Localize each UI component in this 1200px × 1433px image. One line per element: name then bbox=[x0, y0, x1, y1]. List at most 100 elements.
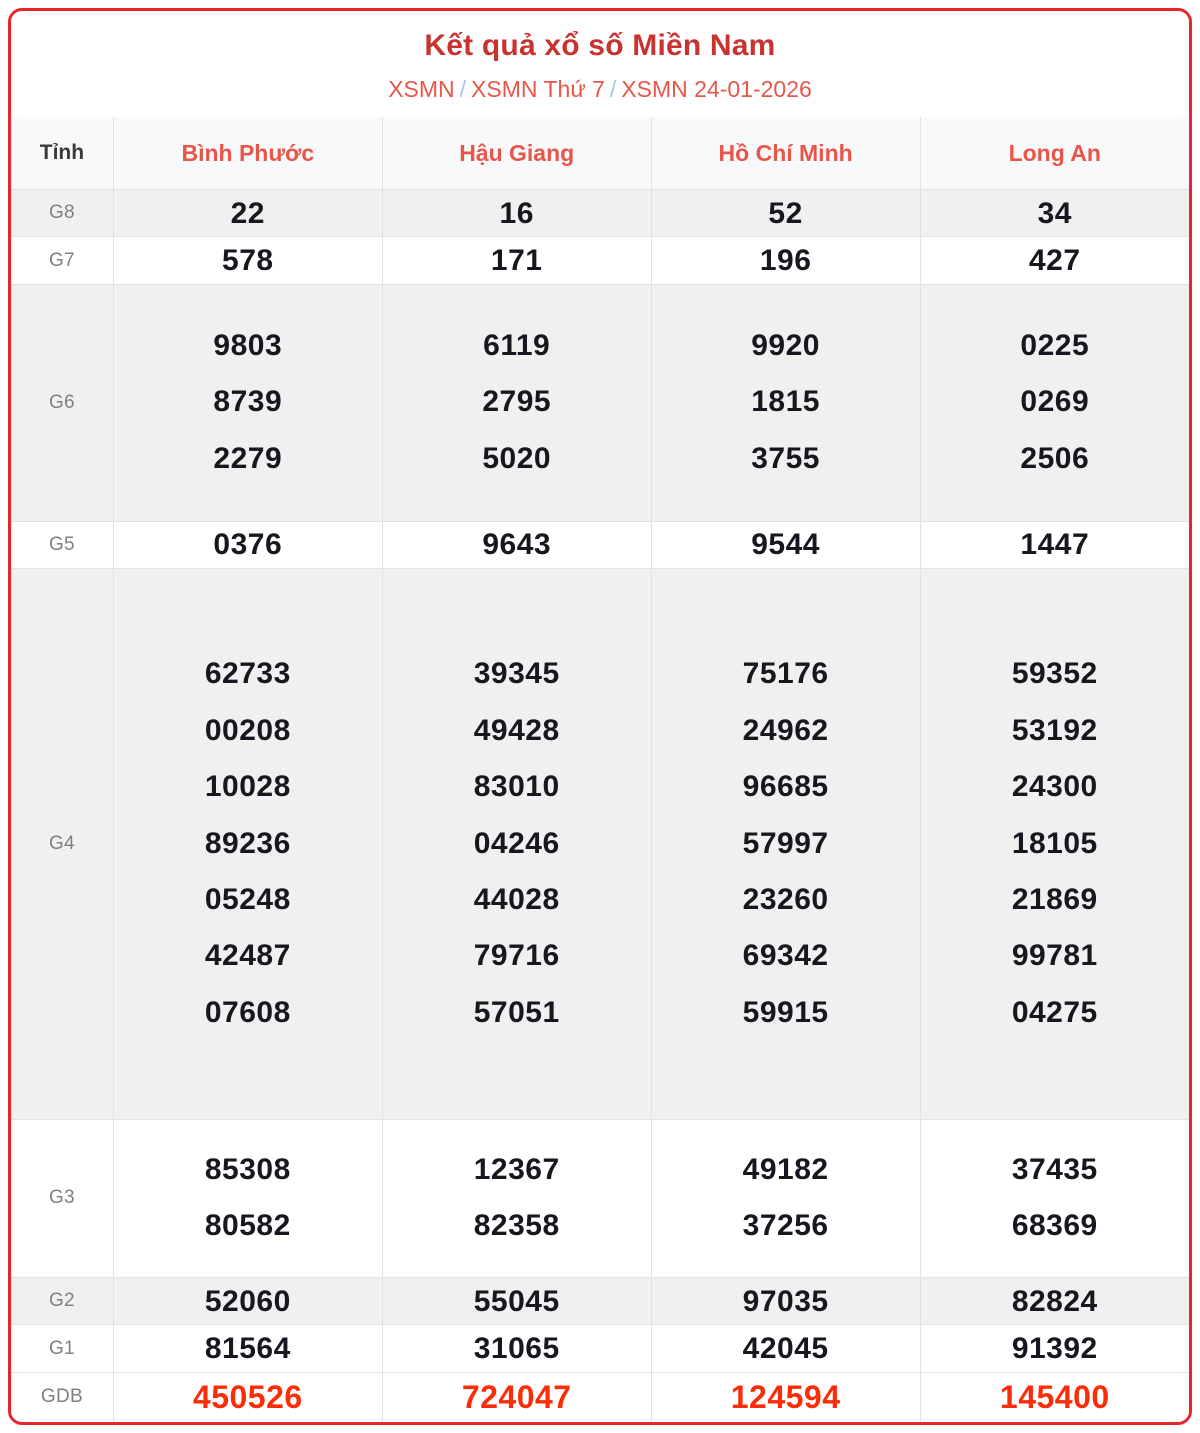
result-cell: 22 bbox=[112, 189, 383, 237]
result-number: 91392 bbox=[1011, 1332, 1098, 1366]
result-cell: 31065 bbox=[381, 1324, 652, 1373]
result-number: 12367 bbox=[473, 1153, 560, 1187]
result-cell: 62733 00208 10028 89236 05248 42487 07608 bbox=[112, 567, 383, 1120]
result-number: 2795 bbox=[482, 385, 552, 419]
table-row: GDB 450526 724047 124594 145400 bbox=[11, 1371, 1189, 1422]
result-cell: 59352 53192 24300 18105 21869 99781 04275 bbox=[919, 567, 1189, 1120]
result-number: 18105 bbox=[1011, 826, 1098, 860]
table-row: G3 85308 80582 12367 82358 49182 37256 37435 683… bbox=[11, 1118, 1189, 1278]
result-number: 83010 bbox=[473, 770, 560, 804]
result-number: 04246 bbox=[473, 826, 560, 860]
breadcrumb-separator: / bbox=[609, 75, 617, 102]
table-row: G6 9803 8739 2279 6119 2795 5020 9920 1815 3755 02… bbox=[11, 283, 1189, 522]
result-cell: 39345 49428 83010 04246 44028 79716 57051 bbox=[381, 567, 652, 1120]
result-cell: 578 bbox=[112, 236, 383, 285]
result-number: 59352 bbox=[1011, 657, 1098, 691]
result-cell: 0225 0269 2506 bbox=[919, 283, 1189, 522]
table-row: G5 0376 9643 9544 1447 bbox=[11, 520, 1189, 569]
result-number: 96685 bbox=[742, 770, 829, 804]
result-number: 427 bbox=[1029, 244, 1081, 278]
result-cell: 37435 68369 bbox=[919, 1118, 1189, 1278]
table-body: G8 22 16 52 34 G7 578 171 196 427 G6 9803 8739 2279 61… bbox=[11, 189, 1189, 1422]
result-number: 5020 bbox=[482, 441, 552, 475]
result-number: 62733 bbox=[204, 657, 291, 691]
result-cell: 9544 bbox=[650, 520, 921, 569]
result-number: 9643 bbox=[482, 528, 552, 562]
result-number: 82358 bbox=[473, 1209, 560, 1243]
prize-label-g4: G4 bbox=[11, 567, 114, 1120]
result-number: 171 bbox=[490, 244, 543, 278]
result-cell: 450526 bbox=[112, 1371, 383, 1422]
result-number: 89236 bbox=[204, 826, 291, 860]
result-number: 16 bbox=[499, 196, 534, 230]
result-number: 52 bbox=[768, 196, 803, 230]
table-row: G2 52060 55045 97035 82824 bbox=[11, 1277, 1189, 1325]
result-cell: 52060 bbox=[112, 1277, 383, 1325]
prize-label-g5: G5 bbox=[11, 520, 114, 569]
result-number: 97035 bbox=[742, 1284, 829, 1318]
result-number: 49428 bbox=[473, 713, 560, 747]
result-number: 578 bbox=[222, 244, 274, 278]
results-panel: Kết quả xổ số Miền Nam XSMN / XSMN Thứ 7/X… bbox=[8, 8, 1192, 1425]
result-number: 42487 bbox=[204, 939, 291, 973]
result-cell: 124594 bbox=[650, 1371, 921, 1422]
breadcrumb: XSMN / XSMN Thứ 7/XSMN 24-01-2026 bbox=[21, 76, 1179, 104]
table-row: G4 62733 00208 10028 89236 05248 42487 07608 393… bbox=[11, 567, 1189, 1120]
result-cell: 171 bbox=[381, 236, 652, 285]
result-cell: 55045 bbox=[381, 1277, 652, 1325]
result-number: 53192 bbox=[1011, 713, 1098, 747]
breadcrumb-item-xsmn[interactable]: XSMN bbox=[388, 75, 455, 102]
result-number: 75176 bbox=[742, 657, 829, 691]
result-number: 1815 bbox=[751, 385, 820, 419]
result-number: 0376 bbox=[213, 528, 283, 562]
result-cell: 82824 bbox=[919, 1277, 1189, 1325]
prize-label-g1: G1 bbox=[11, 1324, 114, 1373]
result-number: 68369 bbox=[1011, 1209, 1098, 1243]
result-number: 21869 bbox=[1011, 883, 1098, 916]
result-cell: 724047 bbox=[381, 1371, 652, 1422]
result-number: 04275 bbox=[1011, 995, 1098, 1029]
result-number: 57997 bbox=[742, 826, 829, 860]
result-number: 99781 bbox=[1011, 939, 1098, 973]
result-number: 0225 bbox=[1020, 329, 1090, 363]
result-number: 724047 bbox=[461, 1378, 572, 1415]
result-number: 6119 bbox=[483, 329, 551, 363]
result-number: 81564 bbox=[204, 1332, 291, 1366]
result-number: 42045 bbox=[742, 1332, 829, 1366]
result-number: 59915 bbox=[742, 995, 829, 1029]
table-row: G7 578 171 196 427 bbox=[11, 236, 1189, 285]
result-cell: 12367 82358 bbox=[381, 1118, 652, 1278]
result-number: 55045 bbox=[473, 1284, 560, 1318]
result-number: 44028 bbox=[473, 883, 560, 916]
result-number: 450526 bbox=[192, 1378, 303, 1415]
prize-label-g6: G6 bbox=[11, 283, 114, 522]
result-number: 9544 bbox=[751, 528, 820, 562]
prize-label-g8: G8 bbox=[11, 189, 114, 237]
result-cell: 49182 37256 bbox=[650, 1118, 921, 1278]
result-cell: 6119 2795 5020 bbox=[381, 283, 652, 522]
breadcrumb-separator: / bbox=[459, 75, 467, 102]
result-number: 8739 bbox=[213, 385, 283, 419]
result-number: 57051 bbox=[473, 995, 560, 1029]
result-cell: 9643 bbox=[381, 520, 652, 569]
result-cell: 85308 80582 bbox=[112, 1118, 383, 1278]
table-row: G8 22 16 52 34 bbox=[11, 189, 1189, 237]
result-number: 196 bbox=[759, 244, 812, 278]
result-number: 24962 bbox=[742, 713, 829, 747]
table-header-row: Tỉnh Bình Phước Hậu Giang Hồ Chí Minh Lo… bbox=[11, 117, 1189, 190]
results-table: Tỉnh Bình Phước Hậu Giang Hồ Chí Minh Lo… bbox=[11, 117, 1189, 1422]
prize-label-g2: G2 bbox=[11, 1277, 114, 1325]
breadcrumb-item-weekday[interactable]: XSMN Thứ 7 bbox=[471, 75, 605, 102]
result-number: 2279 bbox=[213, 441, 283, 475]
result-number: 07608 bbox=[204, 995, 291, 1029]
result-number: 1447 bbox=[1020, 528, 1090, 562]
column-header-province-1: Bình Phước bbox=[112, 117, 383, 190]
column-header-province-3: Hồ Chí Minh bbox=[650, 117, 921, 190]
result-number: 85308 bbox=[204, 1153, 291, 1187]
result-cell: 81564 bbox=[112, 1324, 383, 1373]
result-cell: 52 bbox=[650, 189, 921, 237]
breadcrumb-item-date[interactable]: XSMN 24-01-2026 bbox=[621, 75, 812, 102]
result-number: 39345 bbox=[473, 657, 560, 691]
result-cell: 16 bbox=[381, 189, 652, 237]
result-cell: 145400 bbox=[919, 1371, 1189, 1422]
